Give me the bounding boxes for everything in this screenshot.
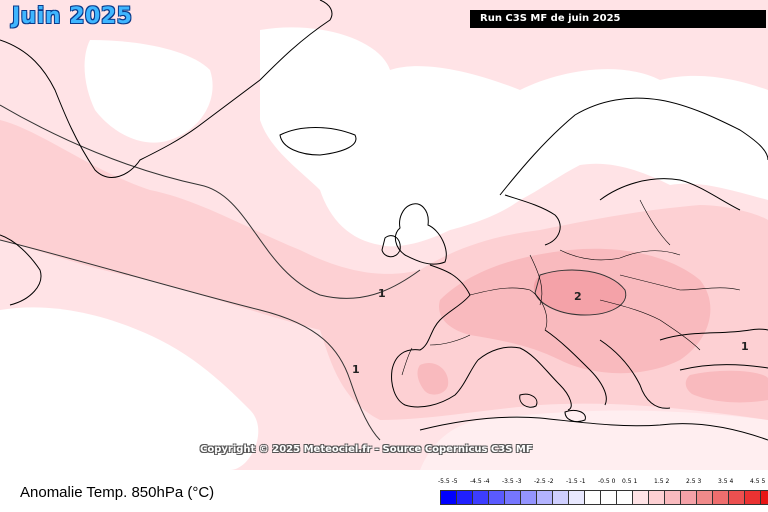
legend-label: -4.5 -4 — [470, 478, 490, 485]
legend-swatch — [601, 491, 617, 504]
contour-line-1-north — [0, 104, 421, 299]
labrador-coast — [0, 234, 42, 306]
legend-swatch — [537, 491, 553, 504]
britain-coast — [394, 203, 447, 265]
border-ukraine — [619, 274, 741, 291]
map-canvas: 1 1 2 1 — [0, 0, 768, 470]
anomaly-field-iberia — [417, 362, 449, 395]
border-baltics — [639, 199, 671, 246]
sardinia-coast — [519, 393, 538, 408]
legend-label: 2.5 3 — [686, 478, 702, 485]
legend-label: 4.5 5 — [750, 478, 766, 485]
black-sea-north-coast — [659, 328, 768, 341]
legend-label: -1.5 -1 — [566, 478, 586, 485]
contour-label: 1 — [741, 340, 749, 353]
legend-label: -2.5 -2 — [534, 478, 554, 485]
legend-swatches — [440, 490, 768, 505]
legend-swatch — [681, 491, 697, 504]
legend-label: 1.5 2 — [654, 478, 670, 485]
legend-swatch — [697, 491, 713, 504]
contour-label: 1 — [352, 363, 360, 376]
legend-swatch — [633, 491, 649, 504]
border-germany-poland — [529, 254, 543, 306]
iceland-coast — [279, 127, 357, 156]
neutral-area-north-africa — [420, 410, 768, 470]
ireland-coast — [381, 235, 401, 258]
border-portugal-spain — [401, 347, 413, 376]
legend-swatch — [553, 491, 569, 504]
western-europe-coast — [391, 264, 479, 408]
legend-swatch — [761, 491, 768, 504]
border-spain-france — [429, 334, 471, 346]
legend-swatch — [489, 491, 505, 504]
border-poland-north — [559, 249, 681, 261]
copyright-notice: Copyright © 2025 Meteociel.fr - Source C… — [200, 444, 533, 455]
country-borders — [401, 199, 741, 376]
anomaly-map: 1 1 2 1 Juin 2025 Run C3S MF de juin 202… — [0, 0, 768, 470]
sicily-coast — [564, 409, 586, 423]
legend-swatch — [457, 491, 473, 504]
legend-label: 3.5 4 — [718, 478, 734, 485]
contour-label: 1 — [378, 287, 386, 300]
norway-south-coast — [504, 194, 561, 246]
neutral-area-greenland — [84, 40, 213, 143]
coastlines — [0, 0, 768, 441]
balkans-coast — [599, 339, 671, 409]
anomaly-field-turkey — [685, 370, 768, 403]
greenland-coast — [0, 0, 333, 178]
legend-swatch — [569, 491, 585, 504]
legend-swatch — [729, 491, 745, 504]
contour-label: 2 — [574, 290, 582, 303]
color-legend: -5.5 -5 -4.5 -4 -3.5 -3 -2.5 -2 -1.5 -1 … — [438, 478, 768, 505]
map-title: Juin 2025 — [12, 4, 133, 29]
legend-swatch — [713, 491, 729, 504]
legend-swatch — [649, 491, 665, 504]
baltic-coast — [599, 178, 741, 211]
legend-swatch — [505, 491, 521, 504]
footer-bar: Anomalie Temp. 850hPa (°C) -5.5 -5 -4.5 … — [0, 470, 768, 512]
border-hungary-romania — [599, 299, 701, 351]
italy-west-coast — [477, 346, 572, 411]
legend-label: -5.5 -5 — [438, 478, 458, 485]
run-info-banner: Run C3S MF de juin 2025 — [470, 10, 766, 28]
legend-label: -0.5 0 — [598, 478, 616, 485]
border-france-germany — [469, 287, 548, 331]
legend-swatch — [473, 491, 489, 504]
north-africa-coast — [419, 416, 768, 441]
contour-line-2 — [534, 269, 627, 316]
legend-label: -3.5 -3 — [502, 478, 522, 485]
italy-east-coast — [544, 329, 607, 406]
legend-swatch — [745, 491, 761, 504]
legend-swatch — [521, 491, 537, 504]
legend-labels: -5.5 -5 -4.5 -4 -3.5 -3 -2.5 -2 -1.5 -1 … — [438, 478, 768, 488]
legend-swatch — [665, 491, 681, 504]
quantity-label: Anomalie Temp. 850hPa (°C) — [20, 484, 215, 501]
neutral-area-southwest — [0, 307, 259, 470]
anomaly-field-max — [533, 270, 626, 315]
legend-swatch — [617, 491, 633, 504]
legend-swatch — [441, 491, 457, 504]
black-sea-south-coast — [679, 364, 768, 371]
scandinavia-coast — [499, 97, 768, 196]
legend-swatch — [585, 491, 601, 504]
neutral-area-north-atlantic — [260, 27, 768, 247]
legend-label: 0.5 1 — [622, 478, 638, 485]
contour-line-1-south — [0, 239, 381, 441]
